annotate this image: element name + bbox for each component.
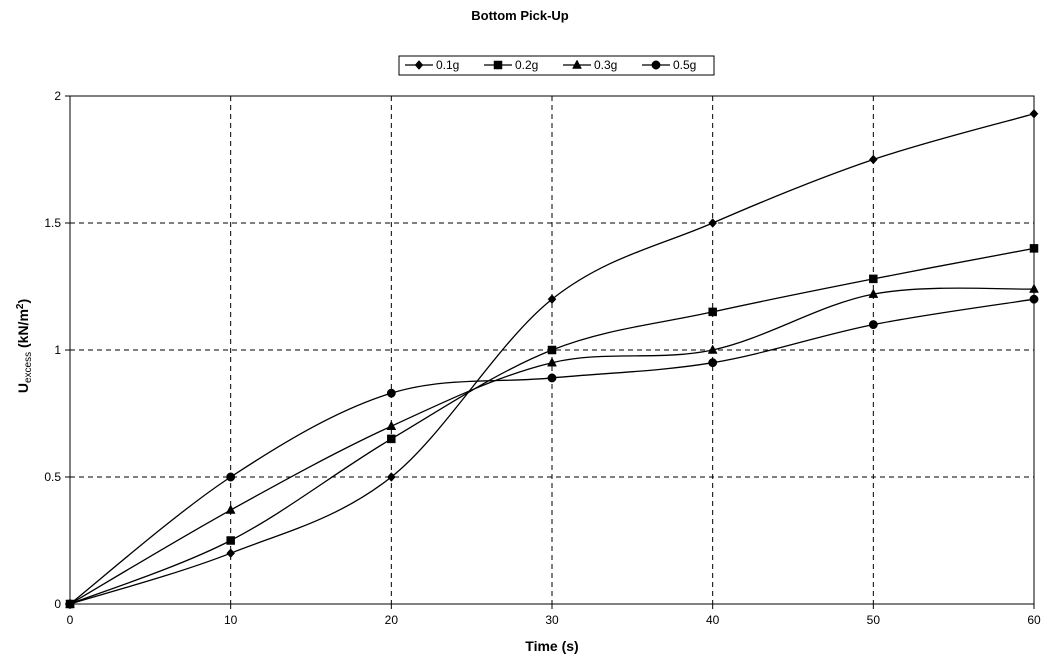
chart-title: Bottom Pick-Up — [471, 8, 569, 23]
x-tick-label: 40 — [706, 613, 720, 627]
y-tick-label: 0 — [54, 597, 61, 611]
data-point — [708, 307, 717, 317]
legend-item: 0.5g — [642, 58, 696, 72]
legend-label: 0.2g — [515, 58, 538, 72]
data-point — [386, 472, 396, 482]
x-tick-label: 30 — [545, 613, 559, 627]
x-tick-label: 20 — [385, 613, 399, 627]
data-point — [708, 358, 718, 368]
data-point — [225, 504, 236, 514]
data-point — [386, 388, 396, 398]
y-tick-label: 1 — [54, 343, 61, 357]
legend-label: 0.3g — [594, 58, 617, 72]
y-label-unit-close: ) — [15, 299, 31, 304]
tick-labels: 0 10 20 30 40 50 60 0 0.5 1 1.5 2 — [44, 89, 1041, 627]
y-axis-label: Uexcess (kN/m2) — [15, 299, 34, 393]
data-point — [547, 345, 557, 355]
x-tick-label: 50 — [867, 613, 881, 627]
legend-marker — [572, 59, 582, 69]
data-point — [868, 288, 879, 298]
data-point — [868, 154, 878, 165]
legend-marker — [493, 60, 503, 70]
data-point — [708, 218, 718, 228]
data-point — [547, 357, 557, 367]
y-label-superscript: 2 — [15, 303, 26, 309]
data-point — [1029, 108, 1039, 119]
data-point — [386, 420, 397, 430]
data-point — [1029, 244, 1039, 253]
legend-item: 0.2g — [484, 58, 538, 72]
y-tick-label: 2 — [54, 89, 61, 103]
data-point — [869, 274, 878, 284]
legend: 0.1g 0.2g 0.3g 0.5g — [398, 55, 715, 76]
legend-marker — [414, 60, 424, 70]
y-tick-label: 1.5 — [44, 216, 61, 230]
data-point — [547, 294, 557, 305]
y-tick-label: 0.5 — [44, 470, 61, 484]
data-point — [547, 373, 557, 383]
legend-label: 0.5g — [673, 58, 696, 72]
x-tick-label: 0 — [67, 613, 74, 627]
data-point — [1029, 283, 1039, 293]
legend-label: 0.1g — [436, 58, 459, 72]
data-point — [1029, 294, 1039, 304]
legend-marker — [651, 60, 661, 70]
y-label-main: U — [15, 383, 31, 393]
data-point — [226, 472, 236, 482]
series-layer — [65, 108, 1039, 609]
data-point — [226, 536, 235, 545]
data-point — [226, 548, 236, 559]
legend-item: 0.1g — [405, 58, 459, 72]
data-point — [387, 434, 396, 444]
x-axis-label: Time (s) — [525, 638, 578, 654]
data-point — [868, 320, 878, 330]
legend-box — [398, 55, 715, 76]
y-label-subscript: excess — [23, 352, 34, 383]
series-0-5g — [65, 294, 1039, 609]
data-point — [707, 344, 718, 354]
legend-item: 0.3g — [563, 58, 617, 72]
y-label-unit: (kN/m — [15, 309, 31, 352]
x-tick-label: 10 — [224, 613, 238, 627]
x-tick-label: 60 — [1027, 613, 1041, 627]
